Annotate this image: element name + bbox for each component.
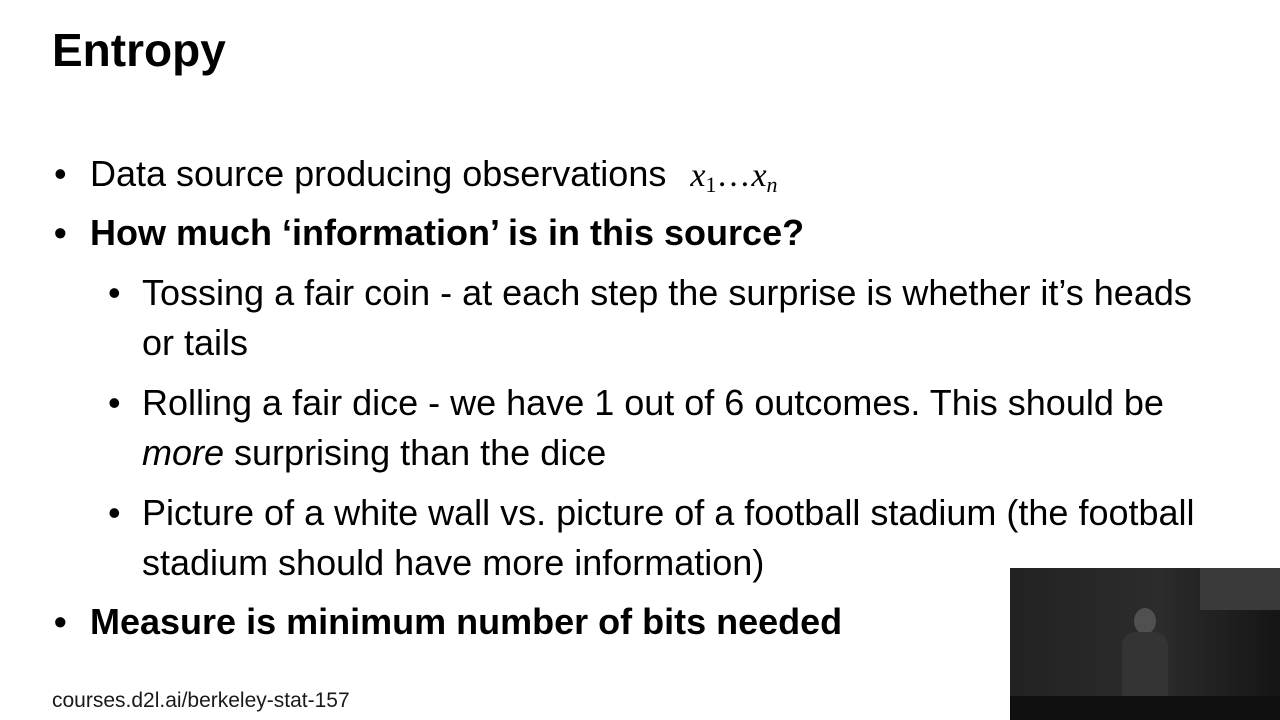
presenter-webcam-video [1010,568,1280,720]
bullet-marker: • [108,492,121,533]
bullet-text-content: Data source producing observations [90,153,667,194]
bullet-text: Measure is minimum number of bits needed [90,601,843,642]
slide-title: Entropy [52,24,226,76]
bullet-marker: • [108,382,121,423]
subbullet-dice: • Rolling a fair dice - we have 1 out of… [108,378,1202,478]
bullet-information-question: • How much ‘information’ is in this sour… [54,208,1240,258]
emphasis-text: more [142,432,225,473]
bullet-text: Tossing a fair coin - at each step the s… [142,272,1192,363]
bullet-marker: • [108,272,121,313]
bullet-text: How much ‘information’ is in this source… [90,212,805,253]
bullet-text: Data source producing observations x1…xn [90,149,1240,210]
subbullet-coin: • Tossing a fair coin - at each step the… [108,268,1202,368]
bullet-marker: • [54,601,67,642]
bullet-marker: • [54,212,67,253]
presenter-head [1134,608,1156,634]
bullet-text: Picture of a white wall vs. picture of a… [142,492,1195,583]
bullet-data-source: • Data source producing observations x1…x… [54,149,1240,210]
math-expression: x1…xn [690,157,778,197]
bullet-marker: • [54,153,67,194]
subbullet-picture: • Picture of a white wall vs. picture of… [108,488,1202,588]
bullet-text: Rolling a fair dice - we have 1 out of 6… [142,382,1164,473]
bullet-measure: • Measure is minimum number of bits need… [54,597,1240,647]
footer-url: courses.d2l.ai/berkeley-stat-157 [52,689,350,712]
